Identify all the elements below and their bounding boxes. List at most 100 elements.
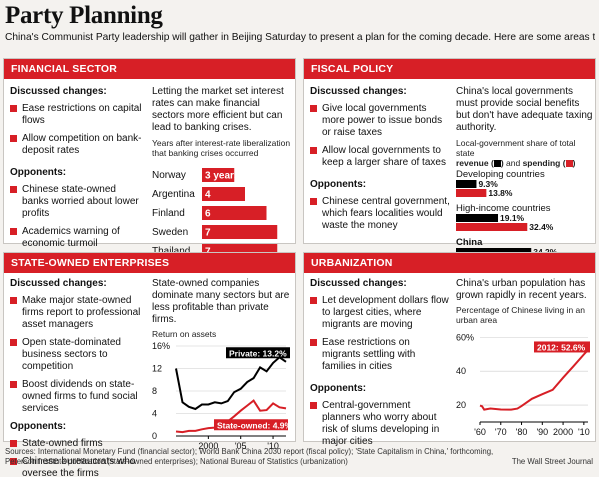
end-label-box bbox=[214, 419, 288, 431]
legend-revenue: revenue bbox=[456, 158, 489, 168]
list-item: Chinese bureaucrats who oversee the firm… bbox=[10, 456, 148, 477]
category-label: Sweden bbox=[152, 227, 188, 238]
end-label: 2012: 52.6% bbox=[537, 342, 586, 352]
y-tick-label: 8 bbox=[152, 386, 157, 396]
fiscal-changes-column: Discussed changes: Give local government… bbox=[310, 86, 450, 238]
list-item: Open state-dominated business sectors to… bbox=[10, 337, 148, 373]
chart-intro: State-owned companies dominate many sect… bbox=[152, 278, 290, 325]
chart-legend: revenue () and spending () bbox=[456, 158, 576, 168]
legend-revenue-swatch bbox=[493, 160, 501, 167]
changes-heading: Discussed changes: bbox=[10, 278, 107, 289]
y-tick-label: 4 bbox=[152, 409, 157, 419]
y-tick-label: 12 bbox=[152, 364, 162, 374]
banking-crisis-bar-chart: Norway 3 years Argentina 4 Finland 6 Sweden 7 Th… bbox=[152, 168, 278, 258]
y-tick-label: 0 bbox=[152, 431, 157, 441]
bar-value-label: 32.4% bbox=[529, 222, 554, 232]
x-tick-label: '05 bbox=[235, 441, 247, 451]
panel-heading: STATE-OWNED ENTERPRISES bbox=[4, 253, 295, 273]
series-line bbox=[175, 399, 287, 434]
series-line bbox=[175, 356, 287, 411]
opponents-heading: Opponents: bbox=[10, 167, 67, 178]
category-label: Argentina bbox=[152, 189, 195, 200]
bar-value-label: 9.3% bbox=[478, 179, 498, 189]
bar bbox=[456, 180, 477, 188]
urban-population-line-chart: 60% 40 20 '60 '70 '80 '90 2000 '10 2012: 52.6% bbox=[456, 332, 590, 437]
category-label: High-income countries bbox=[456, 203, 551, 214]
list-item: Academics warning of economic turmoil bbox=[10, 226, 145, 250]
end-label: State-owned: 4.9% bbox=[217, 420, 293, 430]
return-on-assets-line-chart: 16% 12 8 4 0 2000 '05 '10 Private: 13.2% State-ow… bbox=[152, 341, 293, 451]
list-item: Ease restrictions on capital flows bbox=[10, 103, 145, 127]
bar-value-label: 13.8% bbox=[488, 188, 513, 198]
chart-intro: China's local governments must provide s… bbox=[456, 86, 593, 133]
bar bbox=[456, 214, 499, 222]
legend-spending-swatch bbox=[565, 160, 573, 167]
list-item: Allow local governments to keep a larger… bbox=[310, 145, 450, 169]
state-owned-enterprises-panel: STATE-OWNED ENTERPRISES Discussed change… bbox=[3, 252, 296, 477]
y-tick-label: 60% bbox=[456, 332, 474, 342]
list-item: Chinese central government, which fears … bbox=[310, 196, 450, 232]
urban-changes-column: Discussed changes: Let development dolla… bbox=[310, 278, 450, 454]
page-title: Party Planning bbox=[5, 2, 163, 29]
category-label: Thailand bbox=[152, 246, 190, 257]
financial-chart-area: Letting the market set interest rates ca… bbox=[152, 86, 294, 258]
list-item: Allow competition on bank-deposit rates bbox=[10, 133, 145, 157]
soe-changes-column: Discussed changes: Make major state-owne… bbox=[10, 278, 148, 477]
y-tick-label: 40 bbox=[456, 366, 466, 376]
list-item: Central-government planners who worry ab… bbox=[310, 400, 450, 448]
opponents-heading: Opponents: bbox=[310, 179, 367, 190]
list-item: Give local governments more power to iss… bbox=[310, 103, 450, 139]
end-label: Private: 13.2% bbox=[229, 348, 287, 358]
category-label: Finland bbox=[152, 208, 185, 219]
bar-value-label: 19.1% bbox=[500, 213, 525, 223]
changes-heading: Discussed changes: bbox=[10, 86, 107, 97]
list-item: Chinese state-owned banks worried about … bbox=[10, 184, 145, 220]
category-label: Developing countries bbox=[456, 169, 545, 180]
urbanization-panel: URBANIZATION Discussed changes: Let deve… bbox=[303, 252, 596, 447]
bar-value-label: 3 years bbox=[205, 171, 240, 182]
bar bbox=[202, 187, 245, 201]
credit-line: The Wall Street Journal bbox=[511, 457, 593, 466]
chart-subtitle: Percentage of Chinese living in an urban… bbox=[456, 305, 585, 325]
bar bbox=[202, 168, 235, 182]
bar-value-label: 7 bbox=[205, 228, 211, 239]
list-item: Boost dividends on state-owned firms to … bbox=[10, 379, 148, 415]
chart-subtitle: Local-government share of total state bbox=[456, 138, 576, 158]
x-tick-label: '90 bbox=[536, 427, 548, 437]
bar-value-label: 4 bbox=[205, 190, 211, 201]
x-tick-label: 2000 bbox=[553, 427, 573, 437]
list-item: Let development dollars flow to largest … bbox=[310, 295, 450, 331]
y-tick-label: 16% bbox=[152, 341, 170, 351]
panel-heading: FISCAL POLICY bbox=[304, 59, 595, 79]
opponents-heading: Opponents: bbox=[10, 421, 67, 432]
panel-heading: URBANIZATION bbox=[304, 253, 595, 273]
x-tick-label: 2000 bbox=[198, 441, 218, 451]
category-label: Norway bbox=[152, 170, 186, 181]
fiscal-chart-area: China's local governments must provide s… bbox=[456, 86, 594, 273]
x-tick-label: '60 bbox=[474, 427, 486, 437]
bar-value-label: 6 bbox=[205, 209, 211, 220]
legend-and: and bbox=[506, 158, 521, 168]
category-label: China bbox=[456, 237, 483, 248]
list-item: Ease restrictions on migrants settling w… bbox=[310, 337, 450, 373]
bar bbox=[202, 225, 278, 239]
x-tick-label: '70 bbox=[495, 427, 507, 437]
chart-subtitle: Years after interest-rate liberalization… bbox=[152, 138, 291, 158]
list-item: Make major state-owned firms report to p… bbox=[10, 295, 148, 331]
bar bbox=[456, 223, 528, 231]
end-label-box bbox=[226, 347, 290, 359]
opponents-heading: Opponents: bbox=[310, 383, 367, 394]
x-tick-label: '10 bbox=[578, 427, 590, 437]
financial-sector-panel: FINANCIAL SECTOR Discussed changes: Ease… bbox=[3, 58, 296, 258]
bar bbox=[202, 206, 267, 220]
x-tick-label: '80 bbox=[516, 427, 528, 437]
y-tick-label: 20 bbox=[456, 400, 466, 410]
x-tick-label: '10 bbox=[267, 441, 279, 451]
changes-heading: Discussed changes: bbox=[310, 278, 407, 289]
chart-intro: Letting the market set interest rates ca… bbox=[152, 86, 284, 133]
panel-heading: FINANCIAL SECTOR bbox=[4, 59, 295, 79]
financial-changes-column: Discussed changes: Ease restrictions on … bbox=[10, 86, 145, 256]
chart-subtitle: Return on assets bbox=[152, 329, 217, 339]
list-item: State-owned firms bbox=[10, 438, 148, 450]
chart-intro: China's urban population has grown rapid… bbox=[456, 278, 587, 301]
